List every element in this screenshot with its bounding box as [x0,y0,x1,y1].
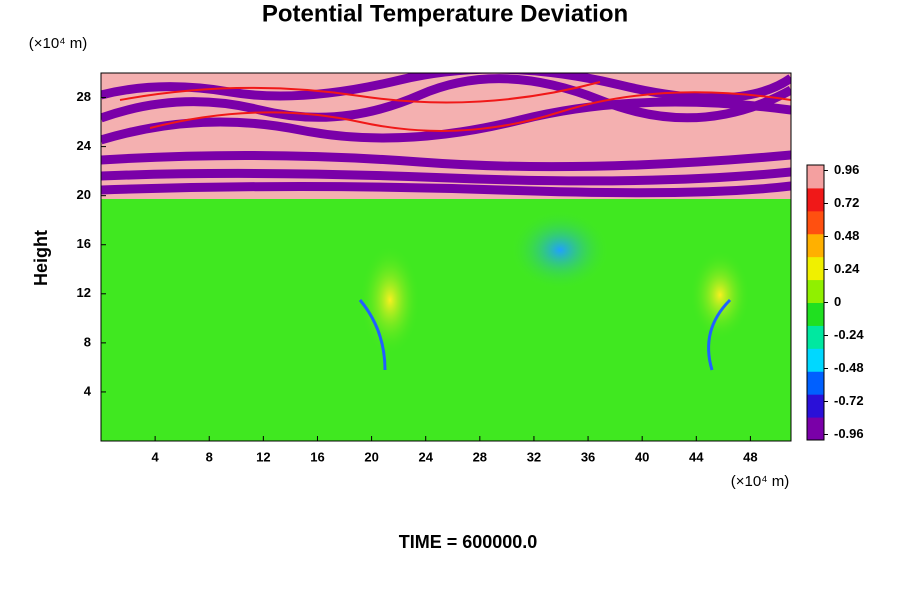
y-tick-label: 12 [77,285,91,300]
y-tick-label: 8 [84,334,91,349]
colorbar-swatch [807,394,824,418]
colorbar-swatch [807,233,824,258]
x-tick-label: 4 [152,449,160,464]
colorbar-swatch [807,371,824,395]
y-axis-label: Height [31,230,51,286]
x-tick-label: 48 [743,449,757,464]
x-tick-label: 12 [256,449,270,464]
colorbar-tick-label: 0.24 [834,261,860,276]
y-unit-label: (×10⁴ m) [29,35,88,52]
y-tick-label: 16 [77,236,91,251]
colorbar-swatch [807,325,824,349]
colorbar-tick-label: 0 [834,294,841,309]
colorbar-swatch [807,187,824,212]
chart-title: Potential Temperature Deviation [262,0,628,27]
x-unit-label: (×10⁴ m) [731,473,790,490]
colorbar-swatch [807,417,824,441]
plot-frame [100,72,792,442]
field-image [101,73,791,441]
colorbar-tick-label: -0.96 [834,426,864,441]
x-tick-label: 44 [689,449,704,464]
colorbar-swatch [807,165,824,189]
colorbar-swatch [807,256,824,281]
x-tick-label: 28 [473,449,487,464]
colorbar-swatch [807,302,824,326]
colorbar-tick-label: 0.48 [834,228,859,243]
y-tick-label: 4 [84,383,92,398]
colorbar-tick-label: -0.24 [834,327,864,342]
x-tick-label: 40 [635,449,649,464]
x-tick-label: 24 [418,449,433,464]
y-tick-label: 28 [77,89,91,104]
x-tick-label: 36 [581,449,595,464]
footer-time: TIME = 600000.0 [399,532,538,552]
x-tick-label: 20 [364,449,378,464]
colorbar-tick-label: 0.96 [834,162,859,177]
colorbar-swatch [807,348,824,372]
colorbar-swatch [807,279,824,303]
colorbar-swatch [807,210,824,235]
y-tick-label: 20 [77,187,91,202]
x-tick-label: 16 [310,449,324,464]
colorbar-tick-label: -0.48 [834,360,864,375]
x-tick-label: 32 [527,449,541,464]
colorbar-tick-label: -0.72 [834,393,864,408]
y-tick-label: 24 [77,138,92,153]
x-tick-label: 8 [206,449,213,464]
colorbar-tick-label: 0.72 [834,195,859,210]
